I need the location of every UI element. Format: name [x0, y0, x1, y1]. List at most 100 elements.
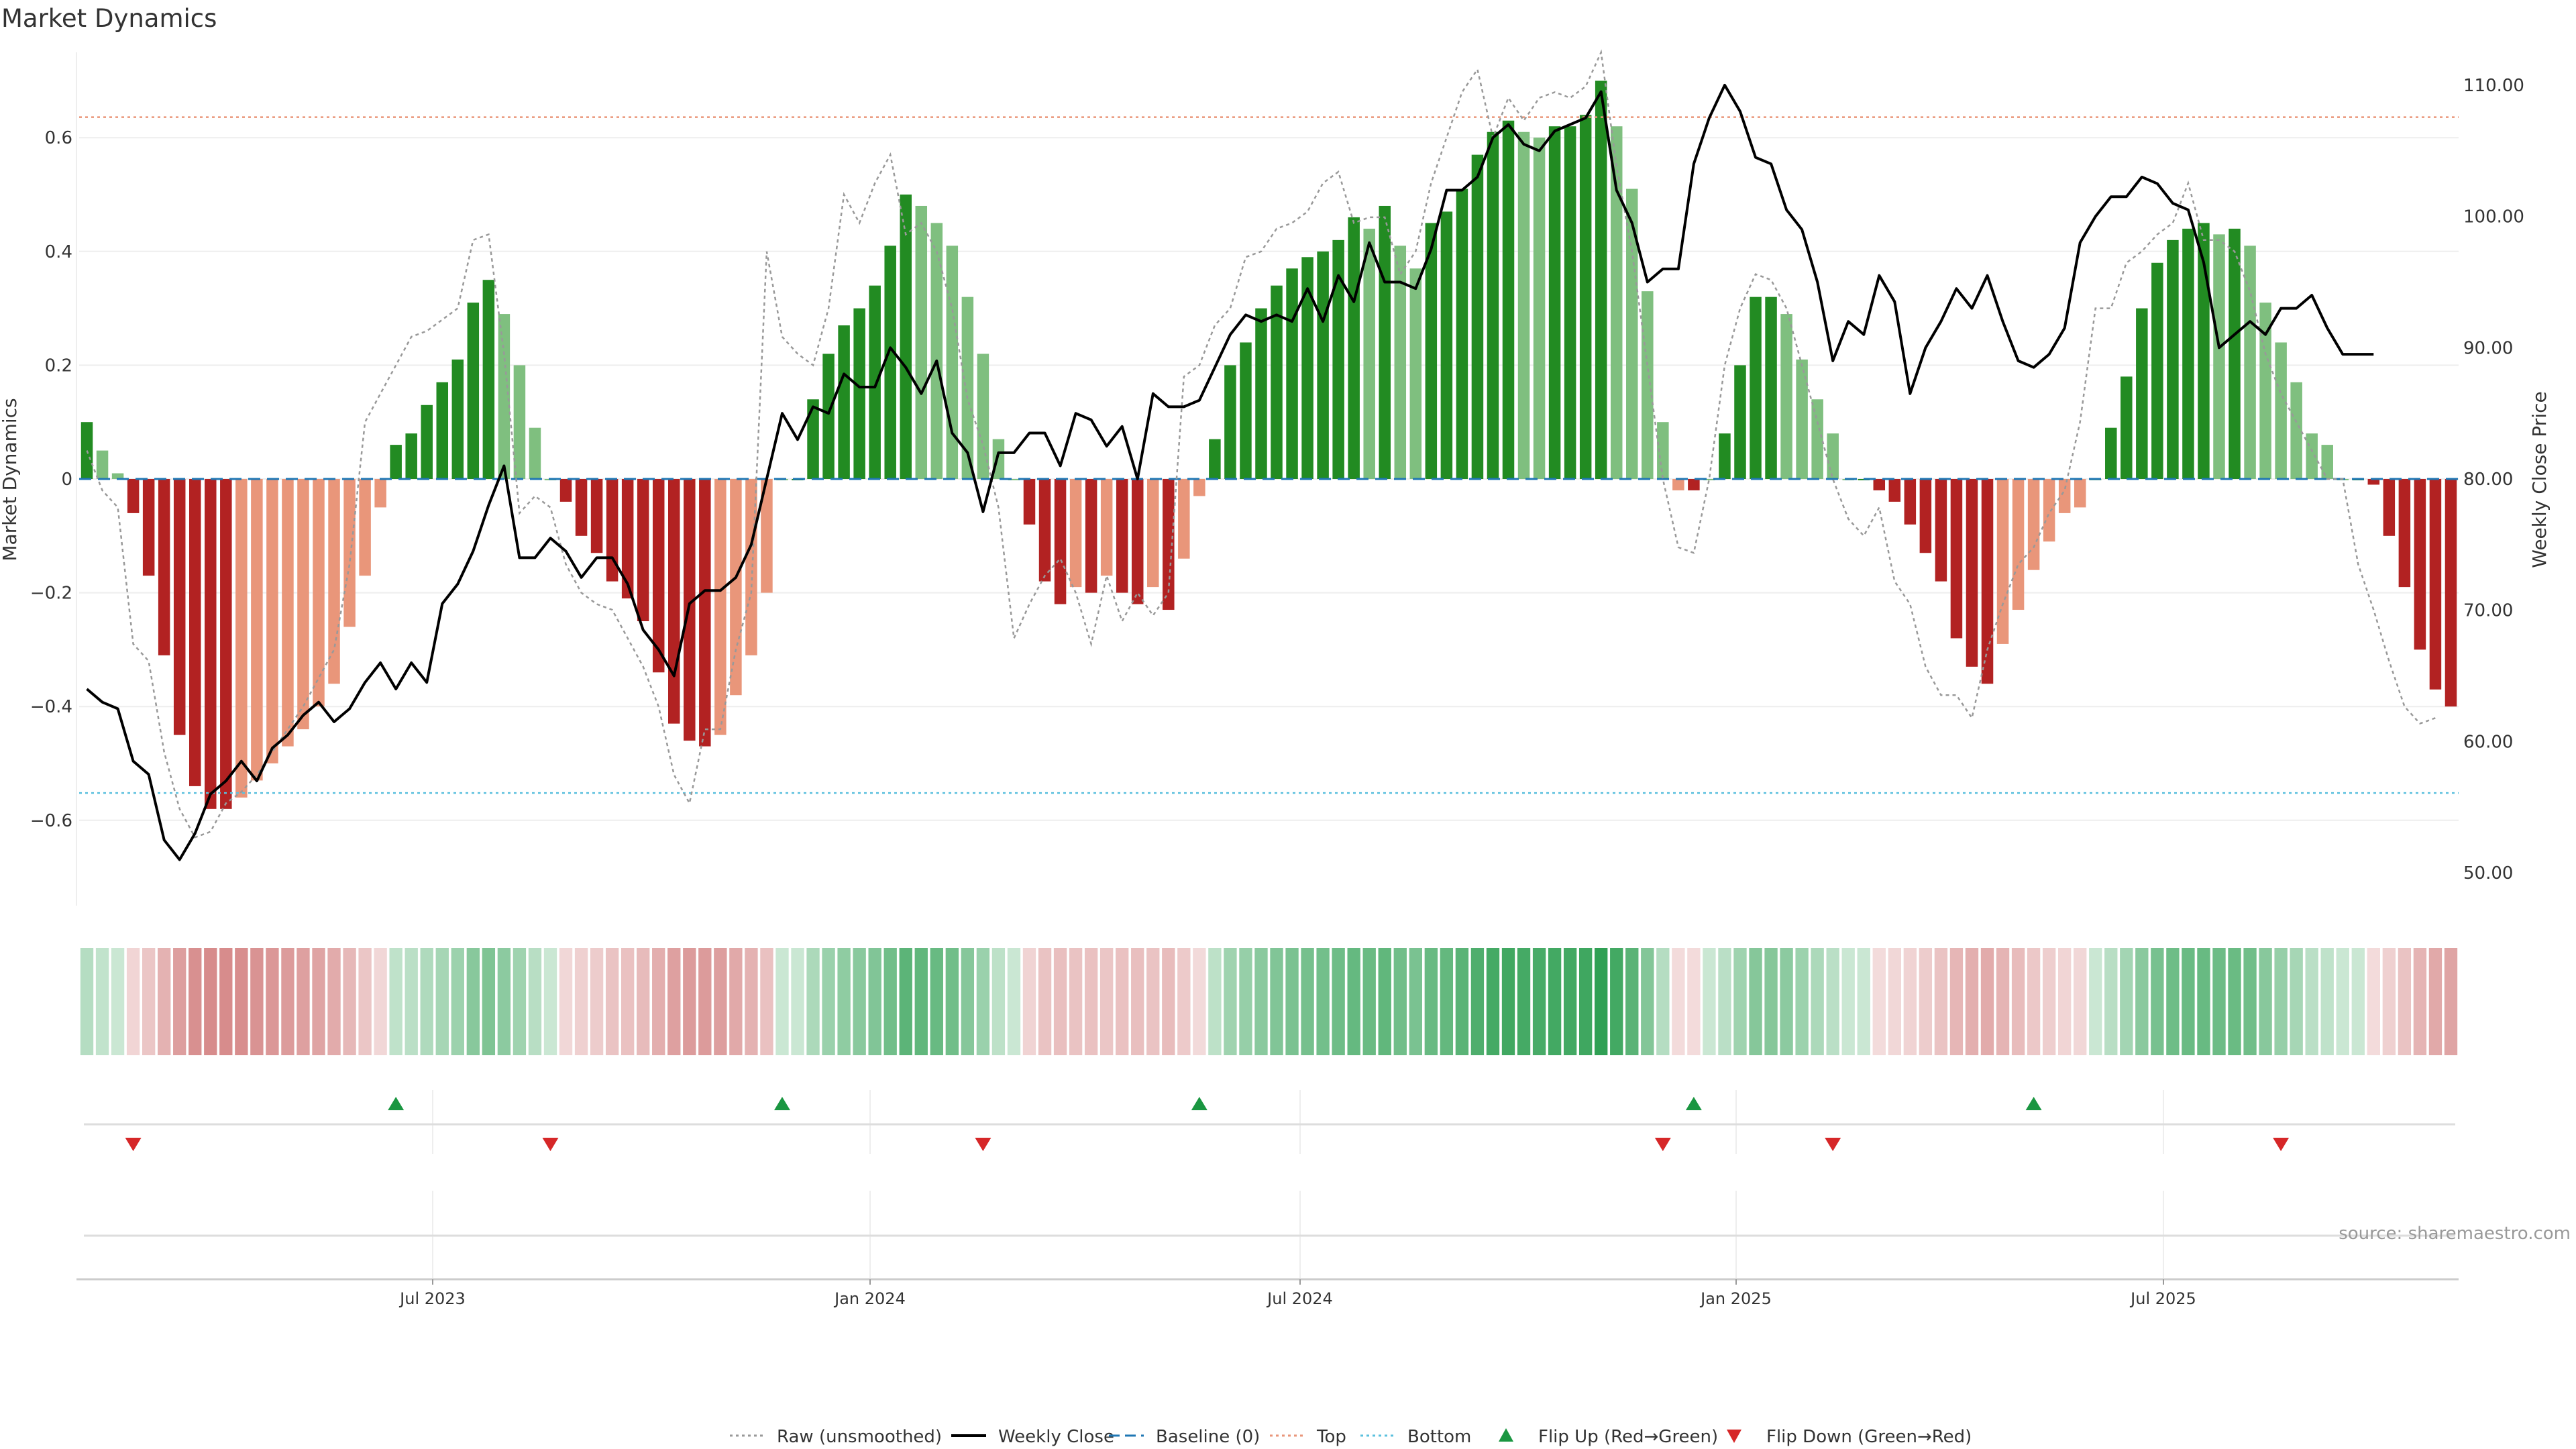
- dynamics-bar: [1240, 342, 1252, 479]
- dynamics-bar: [1487, 131, 1499, 480]
- dynamics-bar: [2367, 479, 2380, 485]
- dynamics-bar: [699, 479, 711, 747]
- dynamics-bar: [158, 479, 170, 655]
- dynamics-bar: [606, 479, 619, 582]
- dynamics-bar: [1255, 308, 1267, 479]
- weekly-close-line: [86, 83, 2374, 861]
- dynamics-bar: [1409, 268, 1422, 479]
- dynamics-bar: [1363, 228, 1375, 479]
- dynamics-bar: [513, 365, 526, 479]
- heat-cell: [683, 948, 696, 1055]
- dynamics-bar: [2213, 234, 2225, 479]
- dynamics-bar: [1811, 399, 1823, 479]
- legend-label: Raw (unsmoothed): [777, 1427, 942, 1447]
- heat-cell: [2228, 948, 2241, 1055]
- dynamics-bar: [1348, 217, 1360, 479]
- heat-cell: [2290, 948, 2303, 1055]
- heat-cell: [1563, 948, 1577, 1055]
- dynamics-bar: [1996, 479, 2009, 644]
- heat-cell: [1131, 948, 1144, 1055]
- dynamics-bar: [1054, 479, 1067, 604]
- left-tick-label: −0.4: [30, 697, 72, 717]
- heat-cell: [111, 948, 125, 1055]
- dynamics-bar: [884, 246, 896, 479]
- heat-cell: [2027, 948, 2041, 1055]
- heat-cell: [497, 948, 511, 1055]
- dynamics-bar: [1595, 80, 1607, 479]
- heat-cell: [837, 948, 851, 1055]
- dynamics-bar: [1394, 246, 1407, 479]
- dynamics-bar: [451, 359, 464, 479]
- flip-down-marker: [125, 1138, 142, 1151]
- heat-cell: [2151, 948, 2164, 1055]
- legend-label: Flip Down (Green→Red): [1766, 1427, 1972, 1447]
- left-axis-label: Market Dynamics: [0, 398, 21, 561]
- dynamics-bar: [1719, 433, 1731, 479]
- x-tick-label: Jan 2024: [833, 1289, 906, 1308]
- heat-cell: [266, 948, 279, 1055]
- heat-cell: [2305, 948, 2318, 1055]
- heat-cell: [1084, 948, 1098, 1055]
- heat-cell: [1038, 948, 1052, 1055]
- x-tick-label: Jul 2024: [1266, 1289, 1333, 1308]
- dynamics-bar: [1966, 479, 1978, 667]
- empty-lower-panel: [84, 1191, 2455, 1278]
- legend-item: Flip Up (Red→Green): [1499, 1427, 1718, 1447]
- heat-cell: [667, 948, 681, 1055]
- dynamics-bar: [1579, 115, 1592, 479]
- dynamics-bar: [2012, 479, 2025, 610]
- dynamics-bar: [328, 479, 340, 684]
- dynamics-bar: [1038, 479, 1051, 582]
- heat-cell: [281, 948, 294, 1055]
- dynamics-bar: [2167, 239, 2179, 479]
- heat-cell: [605, 948, 619, 1055]
- heat-cell: [1888, 948, 1901, 1055]
- flip-down-marker: [1825, 1138, 1841, 1151]
- legend-item: Raw (unsmoothed): [730, 1427, 942, 1447]
- flip-down-marker: [2273, 1138, 2290, 1151]
- dynamics-bar: [1765, 297, 1777, 479]
- heat-cell: [1764, 948, 1778, 1055]
- dynamics-bar: [667, 479, 680, 724]
- heat-cell: [1996, 948, 2010, 1055]
- heat-cell: [1254, 948, 1268, 1055]
- dynamics-bar: [1193, 479, 1205, 496]
- heat-cell: [1501, 948, 1515, 1055]
- flip-down-marker: [975, 1138, 991, 1151]
- heat-cell: [389, 948, 402, 1055]
- dynamics-bar: [977, 354, 989, 479]
- dynamics-bar: [2429, 479, 2442, 690]
- flip-up-marker: [2025, 1097, 2042, 1110]
- right-tick-label: 110.00: [2463, 76, 2524, 96]
- heat-cell: [1208, 948, 1222, 1055]
- heat-cell: [1332, 948, 1345, 1055]
- heat-cell: [2135, 948, 2149, 1055]
- dynamics-bar: [1456, 189, 1468, 479]
- dynamics-bar: [1317, 251, 1329, 479]
- heat-cell: [2320, 948, 2334, 1055]
- dynamics-bar: [189, 479, 201, 786]
- heat-cell: [822, 948, 835, 1055]
- heat-cell: [1841, 948, 1855, 1055]
- heat-cell: [2398, 948, 2412, 1055]
- heat-cell: [1965, 948, 1979, 1055]
- dynamics-bar: [853, 308, 865, 479]
- heat-cell: [1980, 948, 1994, 1055]
- dynamics-bar: [96, 450, 109, 479]
- dynamics-bar: [807, 399, 819, 479]
- heat-cell: [1146, 948, 1160, 1055]
- heat-cell: [791, 948, 804, 1055]
- heat-cell: [1301, 948, 1314, 1055]
- heat-cell: [358, 948, 372, 1055]
- heat-cell: [312, 948, 325, 1055]
- dynamics-bar: [961, 297, 974, 479]
- dynamics-bar: [2058, 479, 2071, 513]
- dynamics-bar: [1163, 479, 1175, 610]
- dynamics-bar: [205, 479, 217, 809]
- dynamics-bar: [1440, 211, 1453, 479]
- heat-cell: [914, 948, 928, 1055]
- heat-cell: [543, 948, 557, 1055]
- left-tick-label: −0.6: [30, 811, 72, 831]
- dynamics-bar: [930, 223, 943, 479]
- dynamics-bar: [405, 433, 417, 479]
